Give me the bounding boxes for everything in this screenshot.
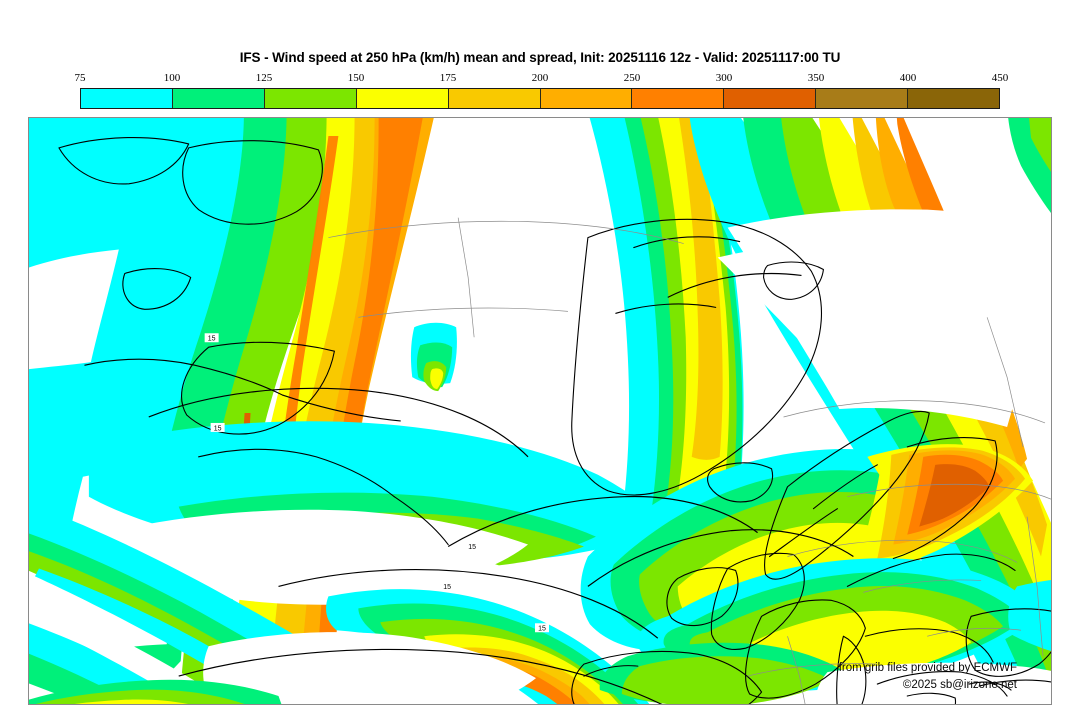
colorbar-tick-200: 200 (531, 72, 549, 84)
contour-label: 15 (443, 584, 451, 591)
colorbar-band-400-450 (908, 89, 1000, 108)
colorbar-bands (80, 88, 1000, 109)
colorbar-tick-100: 100 (163, 72, 181, 84)
colorbar-tick-400: 400 (899, 72, 917, 84)
colorbar-tick-150: 150 (347, 72, 365, 84)
colorbar: 75 100 125 150 175 200 250 300 350 400 450 (75, 72, 1009, 110)
wind-speed-contour-field: 15 15 15 15 15 (29, 118, 1051, 704)
colorbar-band-350-400 (816, 89, 909, 108)
colorbar-tick-250: 250 (623, 72, 641, 84)
colorbar-tick-450: 450 (991, 72, 1009, 84)
colorbar-tick-labels: 75 100 125 150 175 200 250 300 350 400 450 (75, 72, 1009, 86)
colorbar-tick-300: 300 (715, 72, 733, 84)
colorbar-tick-350: 350 (807, 72, 825, 84)
map-canvas[interactable]: 15 15 15 15 15 from grib files provided … (28, 117, 1052, 705)
contour-label: 15 (468, 544, 476, 551)
colorbar-band-150-175 (356, 89, 449, 108)
colorbar-tick-125: 125 (255, 72, 273, 84)
contour-label: 15 (538, 626, 546, 633)
contour-label: 15 (208, 336, 216, 343)
page-title: IFS - Wind speed at 250 hPa (km/h) mean … (239, 50, 841, 65)
colorbar-tick-175: 175 (439, 72, 457, 84)
colorbar-band-250-300 (632, 89, 725, 108)
colorbar-tick-75: 75 (74, 72, 86, 84)
contour-label: 15 (214, 425, 222, 432)
colorbar-band-100-125 (172, 89, 265, 108)
colorbar-band-125-150 (264, 89, 357, 108)
colorbar-band-300-350 (724, 89, 817, 108)
colorbar-band-175-200 (448, 89, 541, 108)
colorbar-band-200-250 (540, 89, 633, 108)
colorbar-band-75-100 (81, 89, 173, 108)
